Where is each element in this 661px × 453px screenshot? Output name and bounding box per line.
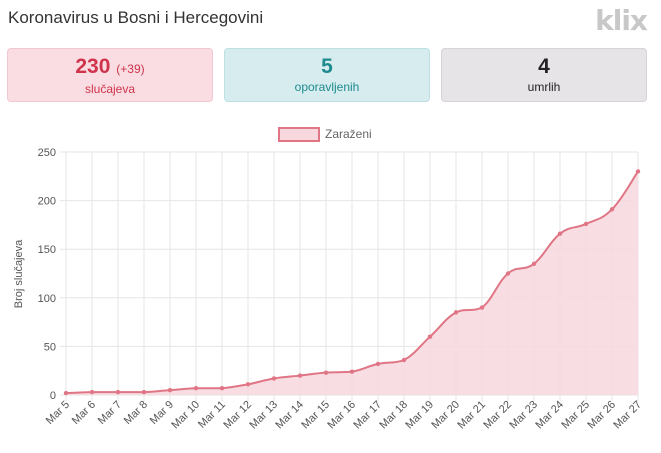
x-tick-label: Mar 25 [559,399,592,432]
data-point[interactable] [271,376,277,381]
data-point[interactable] [401,357,407,363]
deaths-value: 4 [538,55,550,78]
data-point[interactable] [115,389,121,395]
data-point[interactable] [219,385,225,391]
cases-label: slučajeva [84,82,136,96]
data-point[interactable] [427,334,433,339]
x-tick-label: Mar 14 [273,399,306,432]
x-tick-label: Mar 24 [533,399,566,432]
recovered-stat-card: 5 oporavljenih [224,48,430,102]
x-tick-label: Mar 26 [585,399,618,432]
x-tick-label: Mar 5 [44,399,72,427]
x-tick-label: Mar 22 [481,399,514,432]
y-tick-label: 100 [38,293,56,305]
x-tick-label: Mar 6 [70,399,98,427]
data-point[interactable] [583,221,589,227]
data-point[interactable] [297,373,303,378]
data-point[interactable] [531,261,537,266]
cases-delta: (+39) [116,62,145,76]
y-tick-label: 50 [44,341,56,353]
x-tick-label: Mar 8 [122,399,150,427]
x-tick-label: Mar 17 [351,399,384,432]
chart-points [63,169,641,396]
data-point[interactable] [245,382,251,387]
y-tick-label: 250 [38,147,56,159]
y-axis-ticks: 0 50 100 150 200 250 [38,147,56,402]
x-tick-label: Mar 13 [247,399,280,432]
recovered-value: 5 [321,55,333,78]
x-tick-label: Mar 23 [507,399,540,432]
x-tick-label: Mar 12 [221,399,254,432]
data-point[interactable] [609,207,615,212]
series-area-fill [66,171,638,395]
cases-stat-card: 230 (+39) slučajeva [7,48,213,102]
y-tick-label: 200 [38,196,56,208]
data-point[interactable] [453,310,459,315]
x-tick-label: Mar 18 [377,399,410,432]
recovered-label: oporavljenih [294,80,360,94]
cases-value: 230 [75,55,111,78]
data-point[interactable] [89,389,95,395]
deaths-stat-card: 4 umrlih [441,48,647,102]
x-tick-label: Mar 16 [325,399,358,432]
x-tick-label: Mar 15 [299,399,332,432]
data-point[interactable] [63,390,69,396]
x-tick-label: Mar 21 [455,399,488,432]
data-point[interactable] [635,169,641,174]
legend-label: Zaraženi [325,127,372,141]
data-point[interactable] [375,361,381,367]
page-title: Koronavirus u Bosni i Hercegovini [8,8,264,27]
y-axis-label: Broj slučajeva [13,239,25,308]
data-point[interactable] [323,370,329,375]
cases-value-line: 230 (+39) [8,55,212,81]
y-tick-label: 0 [50,390,56,402]
data-point[interactable] [167,387,173,393]
x-tick-label: Mar 19 [403,399,436,432]
x-tick-label: Mar 10 [169,399,202,432]
y-tick-label: 150 [38,244,56,256]
deaths-label: umrlih [527,80,561,94]
chart-legend[interactable]: Zaraženi [278,127,372,142]
x-tick-label: Mar 27 [611,399,644,432]
data-point[interactable] [141,389,147,395]
data-point[interactable] [193,385,199,391]
x-tick-label: Mar 20 [429,399,462,432]
klix-logo: klix [595,4,648,37]
data-point[interactable] [505,271,511,276]
data-point[interactable] [557,231,563,236]
data-point[interactable] [479,305,485,310]
legend-swatch [278,127,320,142]
x-tick-label: Mar 7 [96,399,124,427]
data-point[interactable] [349,369,355,374]
